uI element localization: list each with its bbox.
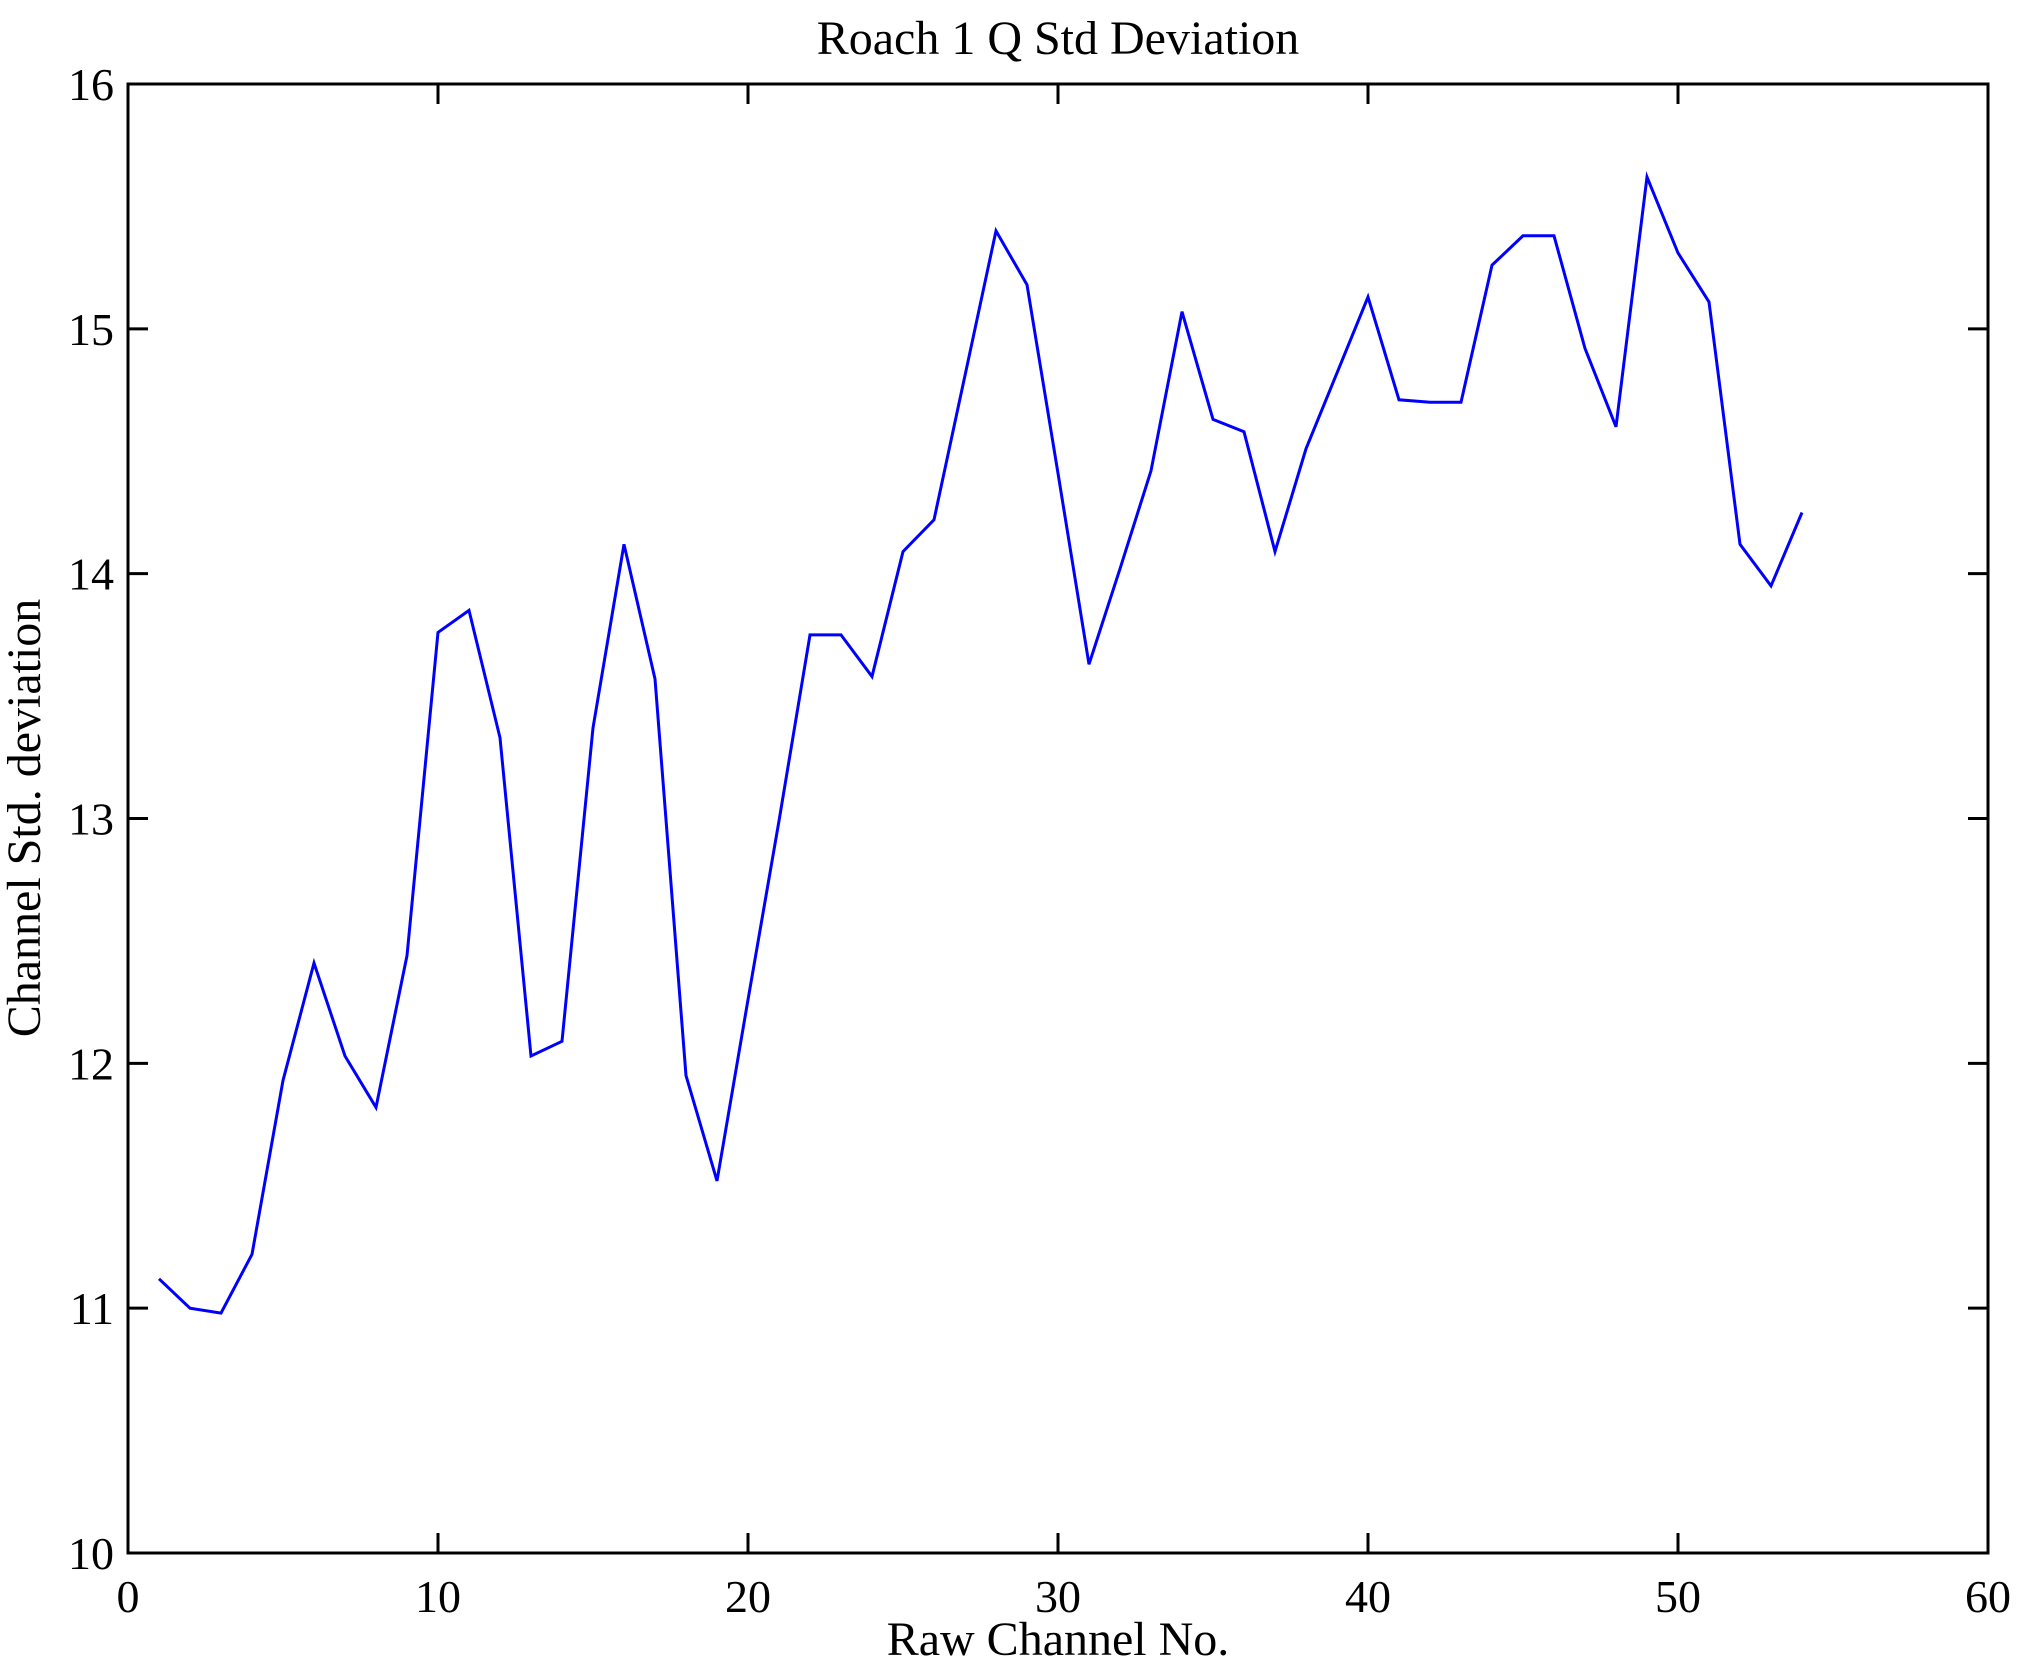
x-tick-label: 60 <box>1965 1571 2011 1622</box>
y-tick-label: 14 <box>68 549 114 600</box>
y-tick-label: 15 <box>68 304 114 355</box>
x-tick-label: 40 <box>1345 1571 1391 1622</box>
chart-title: Roach 1 Q Std Deviation <box>817 12 1300 65</box>
y-tick-label: 11 <box>70 1283 114 1334</box>
x-tick-label: 10 <box>415 1571 461 1622</box>
x-tick-label: 50 <box>1655 1571 1701 1622</box>
y-tick-label: 16 <box>68 59 114 110</box>
x-tick-label: 20 <box>725 1571 771 1622</box>
x-tick-label: 30 <box>1035 1571 1081 1622</box>
y-axis-label: Channel Std. deviation <box>0 599 51 1038</box>
y-tick-label: 10 <box>68 1528 114 1579</box>
plot-frame <box>126 82 1990 1555</box>
x-axis-label: Raw Channel No. <box>887 1613 1230 1666</box>
x-tick-label: 0 <box>117 1571 140 1622</box>
y-tick-label: 12 <box>68 1038 114 1089</box>
y-tick-label: 13 <box>68 794 114 845</box>
data-series-line <box>157 171 1804 1315</box>
